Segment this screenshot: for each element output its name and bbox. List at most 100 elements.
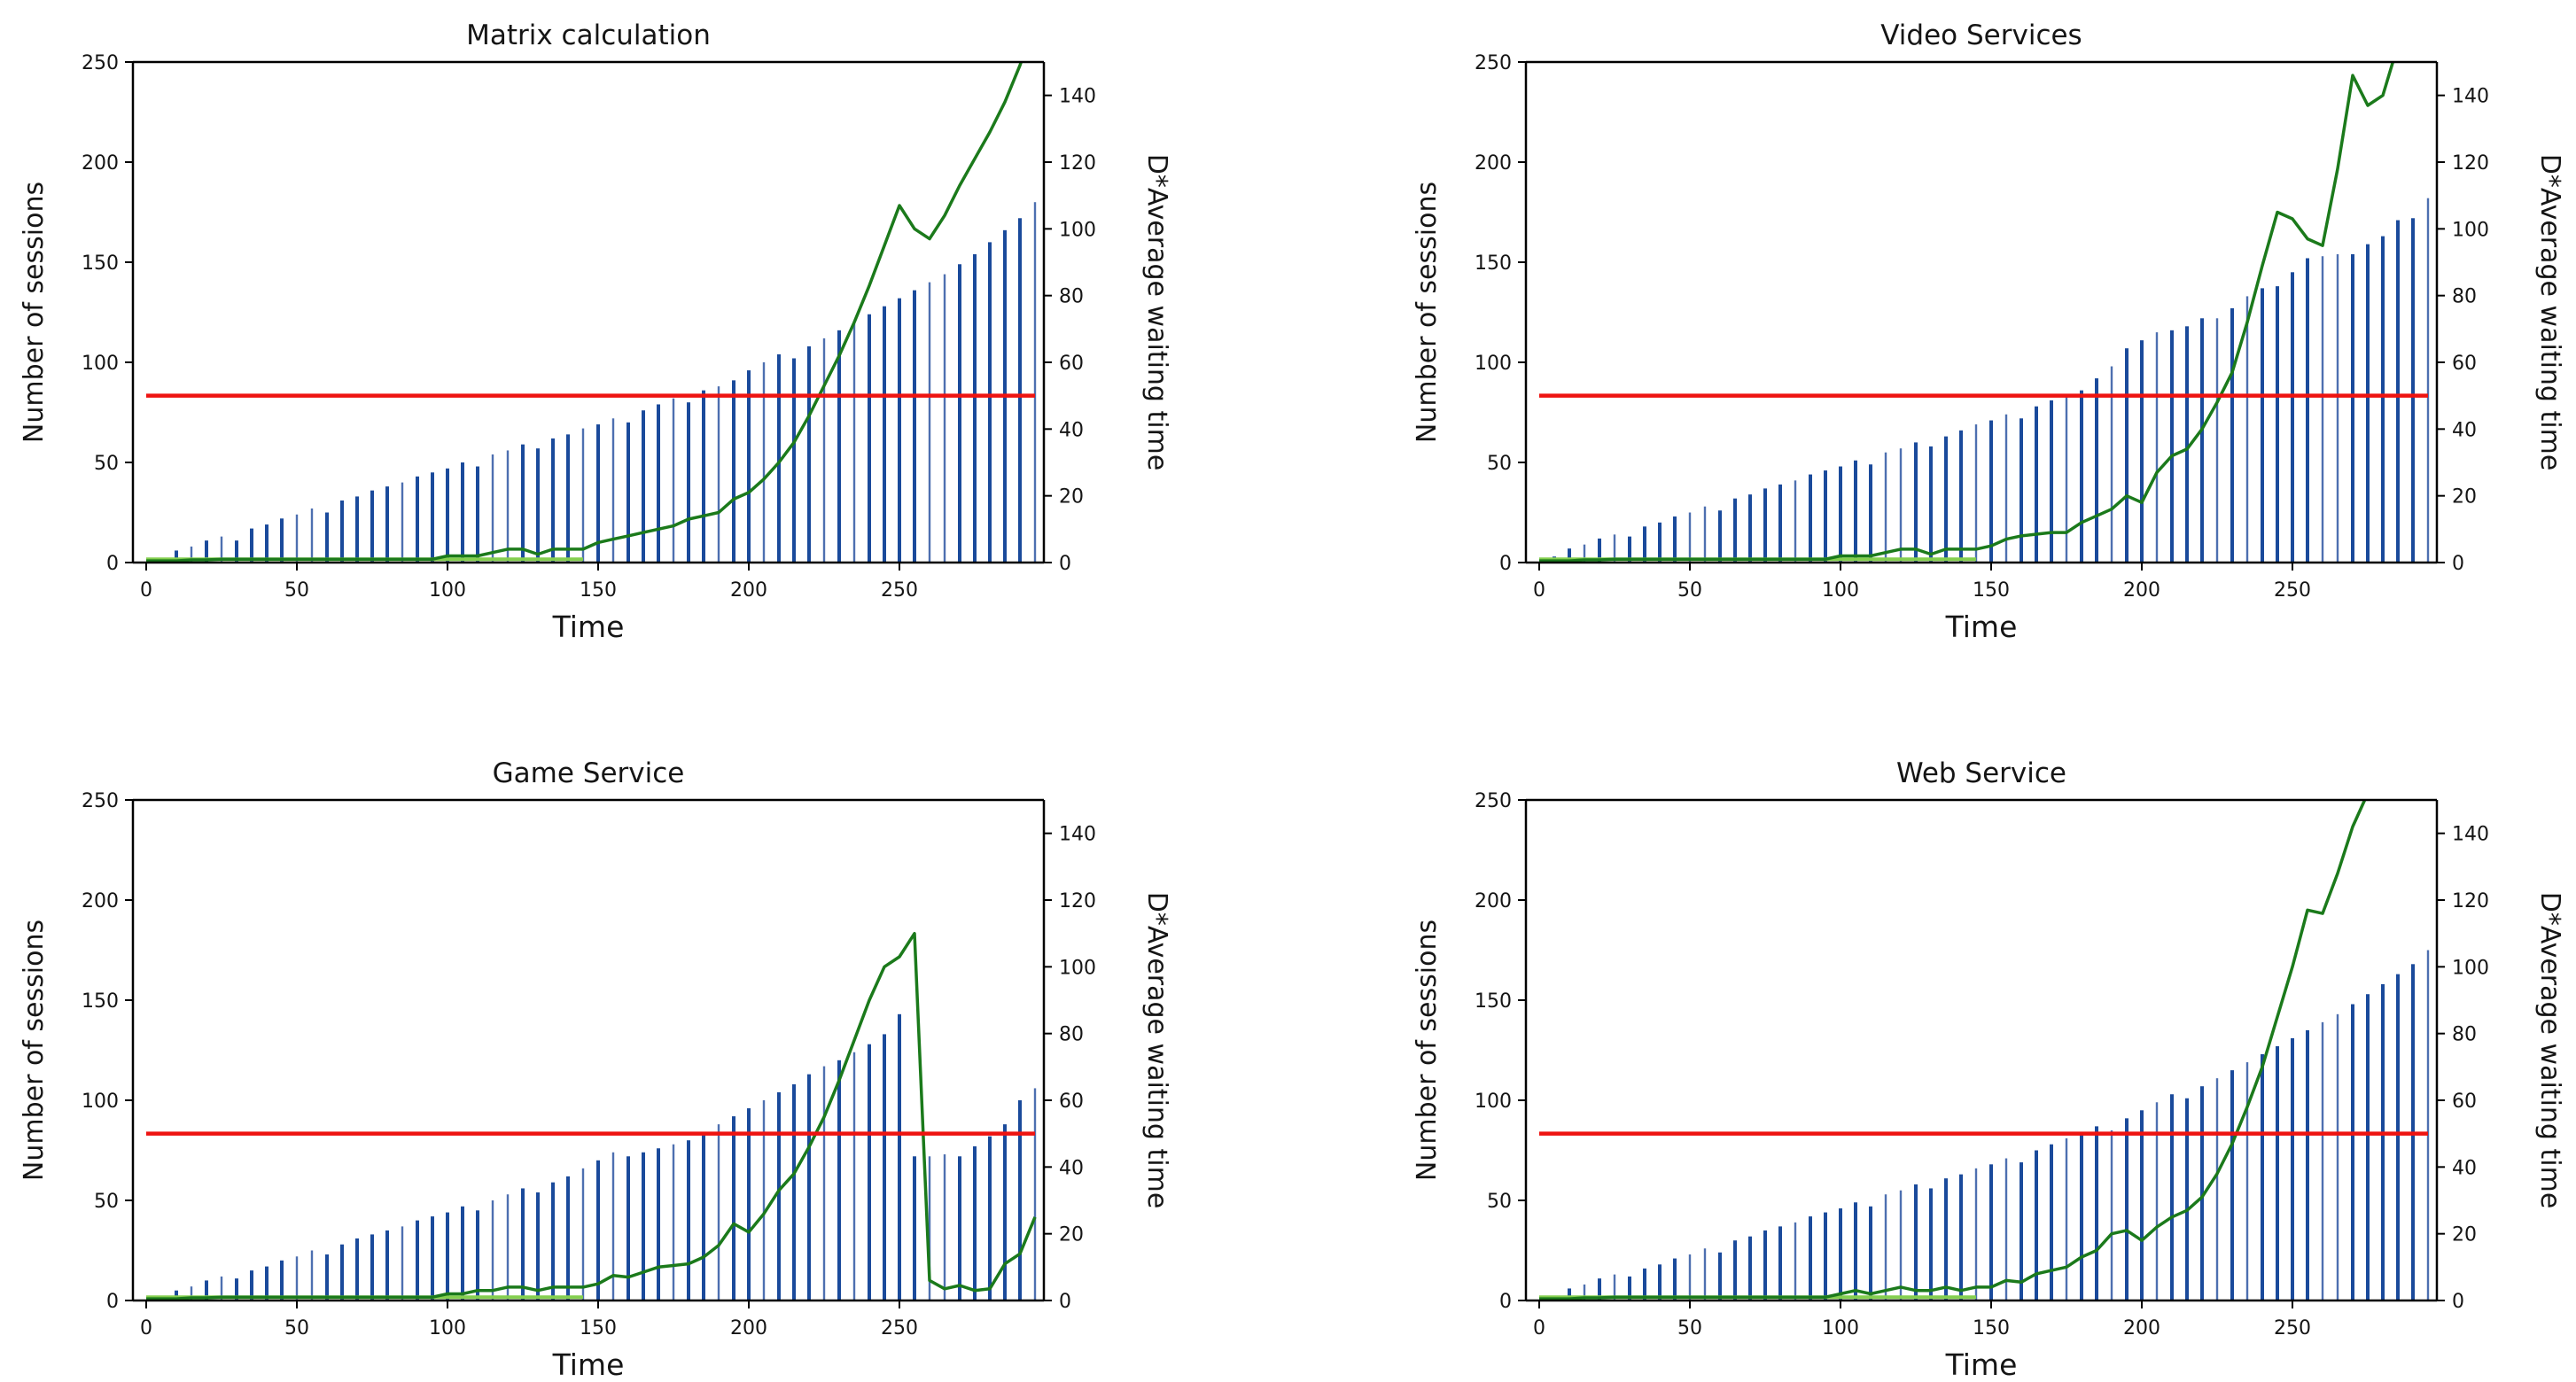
session-bar — [416, 1220, 419, 1300]
x-tick-label: 50 — [1677, 1317, 1702, 1339]
session-bar — [2035, 1150, 2038, 1300]
right-tick-label: 20 — [2452, 1224, 2477, 1246]
session-bar — [2306, 258, 2309, 563]
session-bar — [295, 1256, 299, 1300]
session-bar — [1583, 1284, 1586, 1300]
session-bar — [898, 298, 901, 563]
session-bar — [1869, 464, 1872, 563]
session-bar — [2261, 1054, 2264, 1300]
session-bar — [868, 314, 871, 563]
session-bar — [2336, 1013, 2339, 1300]
session-bar — [1794, 1222, 1797, 1300]
y-axis-label-left: Number of sessions — [1412, 920, 1443, 1181]
session-bar — [958, 264, 961, 563]
session-bar — [325, 1254, 329, 1300]
session-bar — [702, 390, 705, 563]
session-bar — [280, 1260, 284, 1300]
x-tick-label: 0 — [1533, 1317, 1545, 1339]
right-tick-label: 40 — [1059, 1157, 1084, 1179]
session-bar — [310, 508, 314, 563]
session-bar — [762, 362, 766, 563]
left-tick-label: 0 — [1499, 553, 1512, 575]
chart-title: Game Service — [493, 757, 685, 789]
left-tick-label: 100 — [82, 353, 119, 375]
session-bar — [2366, 994, 2370, 1300]
session-bar — [2185, 1098, 2189, 1300]
x-tick-label: 0 — [1533, 579, 1545, 602]
y-axis-label-right: D*Average waiting time — [2534, 154, 2565, 471]
right-tick-label: 20 — [2452, 486, 2477, 509]
y-axis-label-right: D*Average waiting time — [1141, 154, 1172, 471]
left-tick-label: 50 — [1487, 1191, 1512, 1213]
session-bar — [2381, 983, 2385, 1300]
session-bar — [1018, 218, 1022, 563]
session-bar — [2155, 1102, 2159, 1300]
right-tick-label: 20 — [1059, 486, 1084, 509]
session-bar — [1989, 1164, 1993, 1300]
session-bar — [1613, 1274, 1616, 1300]
session-bar — [777, 353, 781, 563]
session-bar — [280, 518, 284, 563]
session-bar — [2020, 1162, 2023, 1300]
session-bar — [1763, 488, 1767, 563]
session-bar — [1944, 1178, 1948, 1300]
session-bar — [2185, 326, 2189, 563]
session-bar — [2110, 366, 2113, 563]
session-bar — [2110, 1130, 2113, 1300]
session-bar — [1929, 1188, 1933, 1300]
session-bar — [2020, 418, 2023, 563]
x-tick-label: 250 — [2274, 579, 2311, 602]
left-tick-label: 100 — [1475, 353, 1512, 375]
session-bar — [2381, 236, 2385, 563]
left-tick-label: 200 — [1475, 890, 1512, 912]
session-bar — [702, 1132, 705, 1300]
session-bar — [265, 1266, 268, 1300]
session-bar — [2140, 340, 2144, 563]
session-bar — [521, 1188, 525, 1300]
session-bar — [1718, 1252, 1722, 1300]
session-bar — [2426, 950, 2430, 1300]
session-bar — [1643, 526, 1646, 563]
session-bar — [2065, 394, 2068, 563]
session-bar — [596, 424, 600, 563]
session-bar — [2004, 414, 2008, 563]
session-bar — [1884, 1194, 1887, 1300]
session-bar — [2170, 330, 2174, 563]
session-bar — [491, 454, 494, 563]
session-bar — [1583, 544, 1586, 563]
session-bar — [822, 338, 826, 563]
session-bar — [581, 1168, 585, 1300]
right-tick-label: 60 — [2452, 353, 2477, 375]
session-bar — [2125, 1118, 2129, 1300]
session-bar — [491, 1200, 494, 1300]
session-bar — [536, 448, 540, 563]
session-bar — [431, 1216, 434, 1300]
session-bar — [476, 466, 479, 563]
waiting-time-line — [1539, 61, 2395, 563]
session-bar — [2200, 1086, 2204, 1300]
session-bar — [2095, 1126, 2098, 1300]
session-bar — [1628, 536, 1631, 563]
x-tick-label: 100 — [429, 1317, 466, 1339]
session-bar — [642, 410, 645, 563]
session-bar — [566, 1176, 570, 1300]
session-bar — [1778, 1226, 1782, 1300]
session-bar — [2230, 307, 2234, 563]
session-bar — [2291, 1037, 2294, 1300]
session-bar — [883, 1034, 886, 1300]
session-bar — [1613, 534, 1616, 563]
right-tick-label: 60 — [2452, 1091, 2477, 1113]
session-bar — [1643, 1268, 1646, 1300]
chart-panel: 0 50 100 150 200 250 0 50 100 150 200 250 0 20 40 60 80 1… — [1412, 757, 2565, 1382]
session-bar — [928, 282, 931, 563]
right-tick-label: 40 — [1059, 419, 1084, 441]
right-tick-label: 140 — [1059, 824, 1096, 846]
session-bar — [205, 1280, 208, 1300]
session-bar — [506, 450, 510, 563]
session-bar — [1824, 1212, 1827, 1300]
session-bar — [2396, 220, 2400, 563]
session-bar — [732, 380, 735, 563]
session-bar — [431, 472, 434, 563]
session-bar — [2336, 253, 2339, 563]
x-tick-label: 150 — [1973, 579, 2010, 602]
